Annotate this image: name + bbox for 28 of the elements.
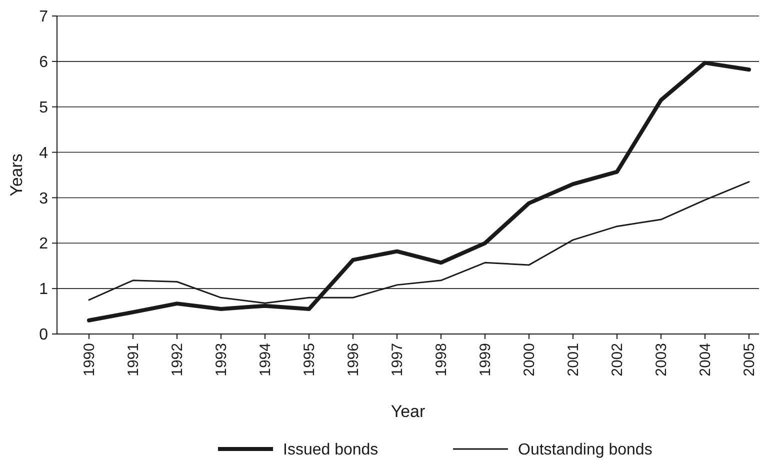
y-tick-label: 5 — [39, 99, 48, 116]
x-tick-label: 1993 — [213, 343, 230, 376]
y-tick-label: 7 — [39, 8, 48, 26]
x-tick-label: 1994 — [257, 343, 274, 376]
x-tick-label: 2005 — [741, 343, 758, 376]
x-tick-label: 1990 — [81, 343, 98, 376]
x-tick-label: 1991 — [125, 343, 142, 376]
y-tick-label: 2 — [39, 236, 48, 253]
x-tick-label: 2002 — [609, 343, 626, 376]
y-tick-label: 0 — [39, 326, 48, 344]
y-tick-label: 1 — [39, 281, 48, 298]
x-tick-label: 1998 — [433, 343, 450, 376]
y-axis-title: Years — [7, 154, 26, 196]
y-tick-label: 3 — [39, 190, 48, 208]
x-tick-label: 1996 — [345, 343, 362, 376]
x-tick-label: 2003 — [653, 343, 670, 376]
x-tick-label: 1997 — [389, 343, 406, 376]
x-tick-label: 1999 — [477, 343, 494, 376]
y-tick-label: 4 — [39, 144, 48, 162]
legend-label: Outstanding bonds — [518, 442, 652, 459]
x-tick-label: 1995 — [301, 343, 318, 376]
x-tick-label: 2001 — [565, 343, 582, 376]
x-tick-label: 1992 — [169, 343, 186, 376]
legend-label: Issued bonds — [283, 442, 378, 459]
x-tick-label: 2000 — [521, 343, 538, 376]
x-axis-title: Year — [390, 402, 426, 421]
y-tick-label: 6 — [39, 54, 48, 72]
x-tick-label: 2004 — [697, 343, 714, 376]
